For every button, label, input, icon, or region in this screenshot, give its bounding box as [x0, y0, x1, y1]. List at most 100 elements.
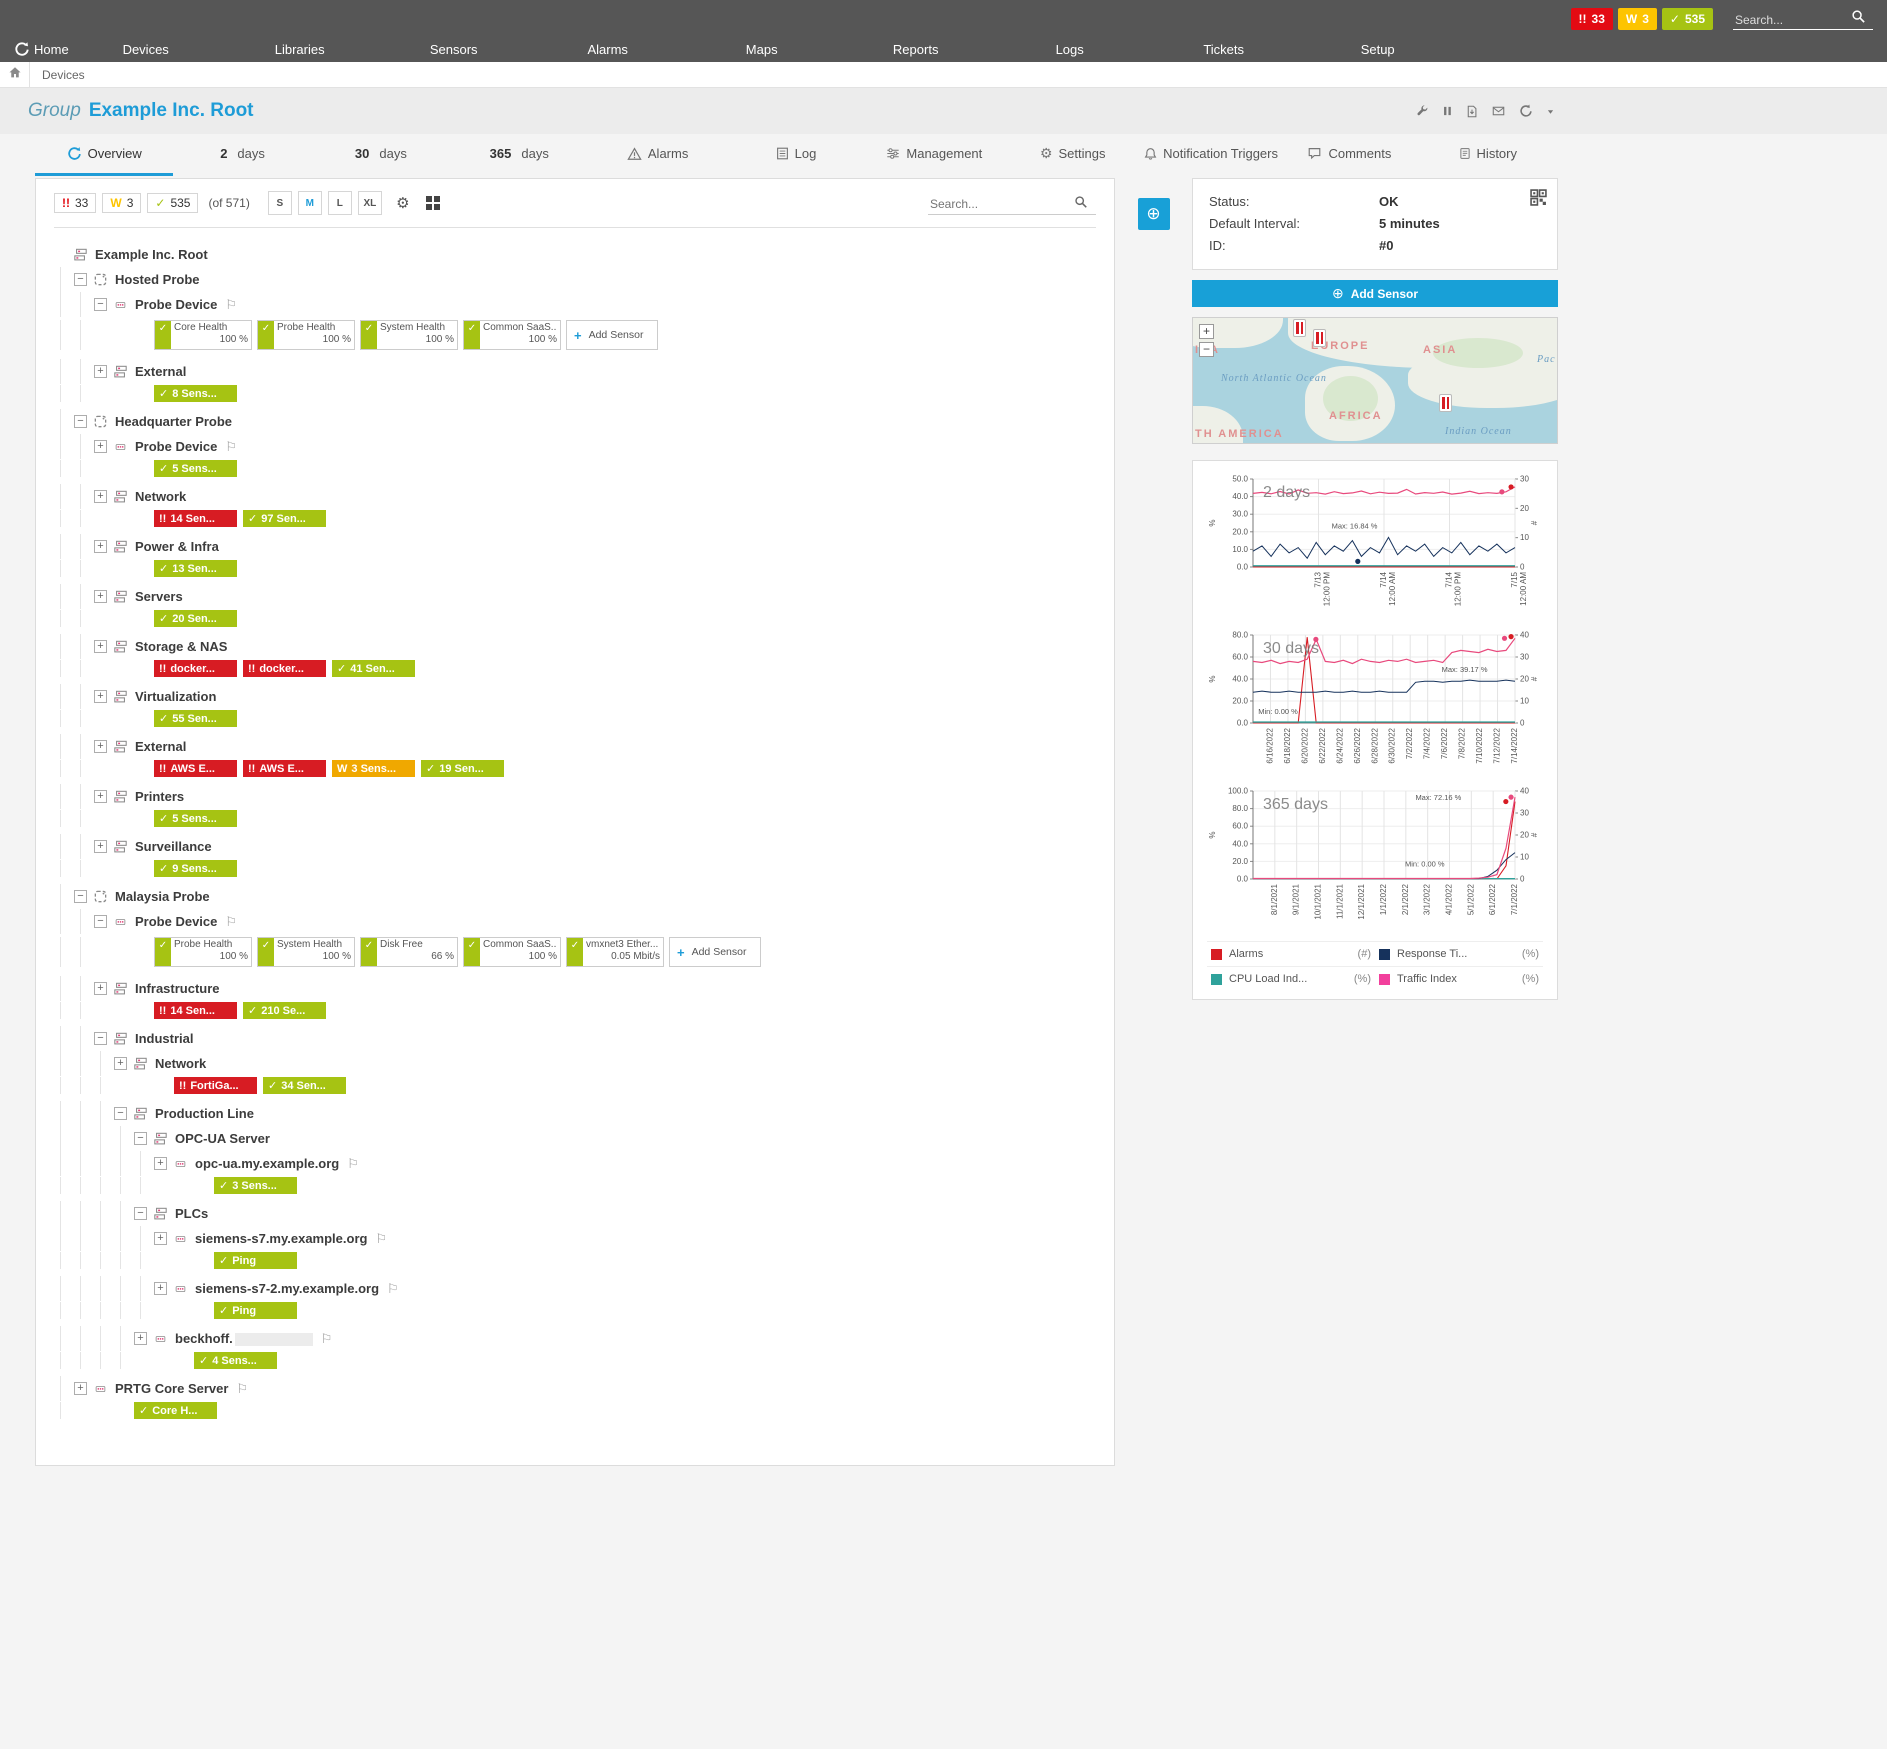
sensor-chip-ok[interactable]: ✓ 3 Sens...	[214, 1177, 297, 1194]
map-device-marker[interactable]	[1439, 394, 1452, 412]
breadcrumb-item-devices[interactable]: Devices	[42, 67, 85, 82]
collapse-toggle[interactable]: −	[134, 1132, 147, 1145]
collapse-toggle[interactable]: −	[94, 1032, 107, 1045]
nav-item-sensors[interactable]: Sensors	[429, 41, 478, 57]
nav-item-home[interactable]: Home	[0, 41, 69, 57]
tree-node-label[interactable]: Industrial	[135, 1031, 194, 1046]
expand-toggle[interactable]: +	[94, 590, 107, 603]
tab-management[interactable]: Management	[865, 134, 1003, 176]
expand-toggle[interactable]: +	[154, 1282, 167, 1295]
tree-node-label[interactable]: Production Line	[155, 1106, 254, 1121]
sensor-chip-err[interactable]: !! FortiGa...	[174, 1077, 257, 1094]
expand-toggle[interactable]: +	[154, 1232, 167, 1245]
sensor-chip-err[interactable]: !! 14 Sen...	[154, 1002, 237, 1019]
nav-item-devices[interactable]: Devices	[122, 41, 169, 57]
tree-node-label[interactable]: Hosted Probe	[115, 272, 200, 287]
sensor-chip-err[interactable]: !! docker...	[154, 660, 237, 677]
sensor-chip-err[interactable]: !! 14 Sen...	[154, 510, 237, 527]
tree-node-label[interactable]: Probe Device	[135, 439, 218, 454]
sensor-chip-err[interactable]: !! AWS E...	[243, 760, 326, 777]
sensor-chip-err[interactable]: !! AWS E...	[154, 760, 237, 777]
flag-icon[interactable]: ⚐	[320, 1330, 333, 1346]
add-sensor-card[interactable]: + Add Sensor	[566, 320, 658, 350]
add-sensor-button[interactable]: ⊕ Add Sensor	[1192, 280, 1558, 307]
tree-node-label[interactable]: PRTG Core Server	[115, 1381, 229, 1396]
tree-search-input[interactable]	[928, 194, 1074, 214]
sensor-chip-ok[interactable]: ✓ 19 Sen...	[421, 760, 504, 777]
tree-node-label[interactable]: siemens-s7.my.example.org	[195, 1231, 368, 1246]
tree-node-label[interactable]: Network	[155, 1056, 207, 1071]
sensor-card[interactable]: ✓ System Health 100 %	[360, 320, 458, 350]
sensor-card[interactable]: ✓ Probe Health 100 %	[154, 937, 252, 967]
tab-history[interactable]: History	[1419, 134, 1557, 176]
search-icon[interactable]	[1074, 195, 1088, 214]
tree-view-mode-icon[interactable]	[425, 196, 440, 210]
pause-icon[interactable]	[1442, 105, 1453, 117]
tab-30-days[interactable]: 30 days	[354, 146, 407, 161]
sensor-chip-ok[interactable]: ✓ 41 Sen...	[332, 660, 415, 677]
flag-icon[interactable]: ⚐	[225, 438, 238, 454]
sensor-chip-ok[interactable]: ✓ 34 Sen...	[263, 1077, 346, 1094]
sensor-chip-ok[interactable]: ✓ 20 Sen...	[154, 610, 237, 627]
mini-graph-2-days[interactable]: 0.0 10.0 20.0 30.0 40.0 50.0 0 10 20 30 7/1312:00 …	[1207, 471, 1541, 623]
sensor-card[interactable]: ✓ Probe Health 100 %	[257, 320, 355, 350]
tab-365-days[interactable]: 365 days	[489, 146, 549, 161]
map-device-marker[interactable]	[1293, 319, 1306, 337]
wrench-icon[interactable]	[1415, 104, 1429, 118]
nav-item-setup[interactable]: Setup	[1360, 41, 1395, 57]
tree-node-label[interactable]: Network	[135, 489, 187, 504]
expand-toggle[interactable]: +	[94, 790, 107, 803]
expand-toggle[interactable]: +	[94, 365, 107, 378]
sensor-card[interactable]: ✓ Common SaaS... 100 %	[463, 320, 561, 350]
collapse-toggle[interactable]: −	[74, 273, 87, 286]
nav-item-alarms[interactable]: Alarms	[587, 41, 628, 57]
zoom-in-button[interactable]: +	[1199, 324, 1214, 339]
expand-toggle[interactable]: +	[94, 540, 107, 553]
sensor-card[interactable]: ✓ System Health 100 %	[257, 937, 355, 967]
mini-graph-365-days[interactable]: 0.0 20.0 40.0 60.0 80.0 100.0 0 10 20 30 40 8/1/202…	[1207, 783, 1541, 935]
tree-node-label[interactable]: Storage & NAS	[135, 639, 228, 654]
zoom-out-button[interactable]: −	[1199, 342, 1214, 357]
sensor-chip-ok[interactable]: ✓ 210 Se...	[243, 1002, 326, 1019]
tree-size-l[interactable]: L	[327, 191, 352, 215]
global-badge-err[interactable]: !! 33	[1570, 8, 1613, 30]
export-icon[interactable]	[1466, 105, 1478, 118]
legend-item-response-ti-[interactable]: Response Ti... (%)	[1375, 942, 1543, 966]
add-sensor-card[interactable]: + Add Sensor	[669, 937, 761, 967]
mini-graph-30-days[interactable]: 0.0 20.0 40.0 60.0 80.0 0 10 20 30 40 6/16/2022 6/1…	[1207, 627, 1541, 779]
sensor-card[interactable]: ✓ Core Health 100 %	[154, 320, 252, 350]
breadcrumb-home[interactable]	[0, 62, 30, 87]
sensor-chip-ok[interactable]: ✓ 8 Sens...	[154, 385, 237, 402]
flag-icon[interactable]: ⚐	[236, 1380, 249, 1396]
tree-node-label[interactable]: Power & Infra	[135, 539, 219, 554]
global-badge-ok[interactable]: ✓ 535	[1661, 8, 1713, 30]
expand-toggle[interactable]: +	[94, 982, 107, 995]
nav-item-reports[interactable]: Reports	[892, 41, 939, 57]
expand-toggle[interactable]: +	[154, 1157, 167, 1170]
tree-node-label[interactable]: Servers	[135, 589, 183, 604]
tab-alarms[interactable]: Alarms	[588, 134, 726, 176]
legend-item-traffic-index[interactable]: Traffic Index (%)	[1375, 967, 1543, 991]
sensor-chip-ok[interactable]: ✓ 13 Sen...	[154, 560, 237, 577]
tree-settings-icon[interactable]: ⚙	[396, 195, 410, 212]
sensor-chip-ok[interactable]: ✓ Ping	[214, 1252, 297, 1269]
sensor-chip-ok[interactable]: ✓ Core H...	[134, 1402, 217, 1419]
tree-node-label[interactable]: Headquarter Probe	[115, 414, 233, 429]
sensor-chip-ok[interactable]: ✓ 55 Sen...	[154, 710, 237, 727]
sensor-chip-ok[interactable]: ✓ 4 Sens...	[194, 1352, 277, 1369]
tab-2-days[interactable]: 2 days	[220, 146, 265, 161]
sensor-chip-ok[interactable]: ✓ Ping	[214, 1302, 297, 1319]
expand-toggle[interactable]: +	[74, 1382, 87, 1395]
tree-node-label[interactable]: opc-ua.my.example.org	[195, 1156, 340, 1171]
tree-size-s[interactable]: S	[267, 191, 292, 215]
add-object-button[interactable]: ⊕	[1137, 198, 1170, 230]
map-device-marker[interactable]	[1313, 329, 1326, 347]
tree-size-m[interactable]: M	[297, 191, 322, 215]
tree-node-label[interactable]: beckhoff.	[175, 1331, 313, 1347]
expand-toggle[interactable]: +	[94, 440, 107, 453]
sensor-card[interactable]: ✓ Common SaaS... 100 %	[463, 937, 561, 967]
tree-node-label[interactable]: Infrastructure	[135, 981, 220, 996]
